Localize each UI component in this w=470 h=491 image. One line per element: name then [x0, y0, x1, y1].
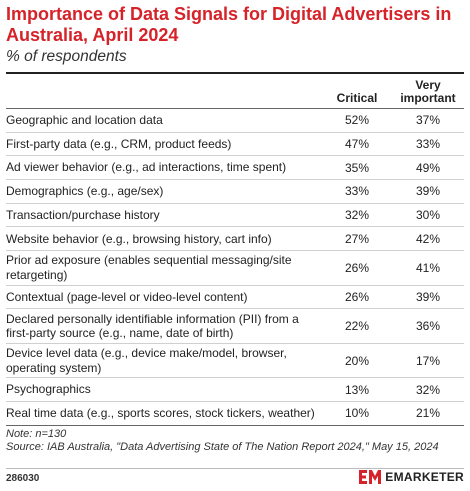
- chart-subtitle: % of respondents: [6, 48, 127, 65]
- critical-value: 26%: [344, 260, 370, 275]
- table-row: Declared personally identifiable informa…: [6, 309, 464, 344]
- very-important-value: 39%: [415, 184, 441, 199]
- table-row: Prior ad exposure (enables sequential me…: [6, 251, 464, 286]
- row-label: Transaction/purchase history: [6, 207, 160, 222]
- note-text: Note: n=130: [6, 427, 67, 440]
- critical-value: 22%: [344, 319, 370, 334]
- chart-container: Importance of Data Signals for Digital A…: [6, 4, 464, 454]
- critical-value: 33%: [344, 184, 370, 199]
- very-important-value: 33%: [415, 137, 441, 152]
- table-row: Psychographics 13% 32%: [6, 378, 464, 402]
- row-label: Contextual (page-level or video-level co…: [6, 289, 248, 304]
- brand-name: EMARKETER: [385, 470, 464, 484]
- critical-value: 52%: [344, 113, 370, 128]
- chart-id: 286030: [6, 473, 40, 484]
- table-row: Device level data (e.g., device make/mod…: [6, 344, 464, 379]
- row-label: Demographics (e.g., age/sex): [6, 184, 164, 199]
- critical-value: 26%: [344, 289, 370, 304]
- table-row: Geographic and location data 52% 37%: [6, 109, 464, 133]
- chart-notes: Note: n=130 Source: IAB Australia, "Data…: [6, 428, 464, 454]
- critical-value: 47%: [344, 137, 370, 152]
- table-row: Ad viewer behavior (e.g., ad interaction…: [6, 156, 464, 181]
- table-header: Critical Very important: [6, 74, 464, 109]
- column-header-critical: Critical: [336, 91, 378, 105]
- row-label: Ad viewer behavior (e.g., ad interaction…: [6, 160, 287, 175]
- very-important-value: 37%: [415, 113, 441, 128]
- brand-logo: EMARKETER: [359, 470, 464, 484]
- row-label: Declared personally identifiable informa…: [6, 311, 299, 341]
- table-row: First-party data (e.g., CRM, product fee…: [6, 133, 464, 157]
- table-row: Real time data (e.g., sports scores, sto…: [6, 402, 464, 426]
- source-text: Source: IAB Australia, "Data Advertising…: [6, 440, 439, 453]
- row-label: Geographic and location data: [6, 113, 163, 128]
- critical-value: 35%: [344, 160, 370, 175]
- critical-value: 13%: [344, 382, 370, 397]
- footer-rule: [6, 468, 464, 469]
- very-important-value: 41%: [415, 260, 441, 275]
- row-label: Prior ad exposure (enables sequential me…: [6, 253, 292, 282]
- table-row: Website behavior (e.g., browsing history…: [6, 227, 464, 252]
- table-row: Transaction/purchase history 32% 30%: [6, 204, 464, 228]
- very-important-value: 39%: [415, 289, 441, 304]
- row-label: First-party data (e.g., CRM, product fee…: [6, 136, 232, 151]
- row-label: Psychographics: [6, 382, 91, 397]
- very-important-value: 32%: [415, 382, 441, 397]
- very-important-value: 42%: [415, 231, 441, 246]
- chart-title: Importance of Data Signals for Digital A…: [6, 4, 452, 45]
- very-important-value: 17%: [415, 353, 441, 368]
- table-body: Geographic and location data 52% 37% First-…: [6, 109, 464, 426]
- critical-value: 32%: [344, 208, 370, 223]
- top-rule: [6, 72, 464, 74]
- very-important-value: 21%: [415, 406, 441, 421]
- critical-value: 20%: [344, 353, 370, 368]
- critical-value: 10%: [344, 406, 370, 421]
- table-row: Contextual (page-level or video-level co…: [6, 286, 464, 310]
- row-label: Website behavior (e.g., browsing history…: [6, 231, 272, 246]
- row-label: Real time data (e.g., sports scores, sto…: [6, 406, 315, 421]
- very-important-value: 49%: [415, 160, 441, 175]
- emarketer-logo-icon: [359, 470, 382, 484]
- critical-value: 27%: [344, 231, 370, 246]
- very-important-value: 36%: [415, 319, 441, 334]
- very-important-value: 30%: [415, 208, 441, 223]
- row-label: Device level data (e.g., device make/mod…: [6, 346, 287, 375]
- column-header-very-important: Very important: [400, 78, 456, 105]
- table-row: Demographics (e.g., age/sex) 33% 39%: [6, 180, 464, 204]
